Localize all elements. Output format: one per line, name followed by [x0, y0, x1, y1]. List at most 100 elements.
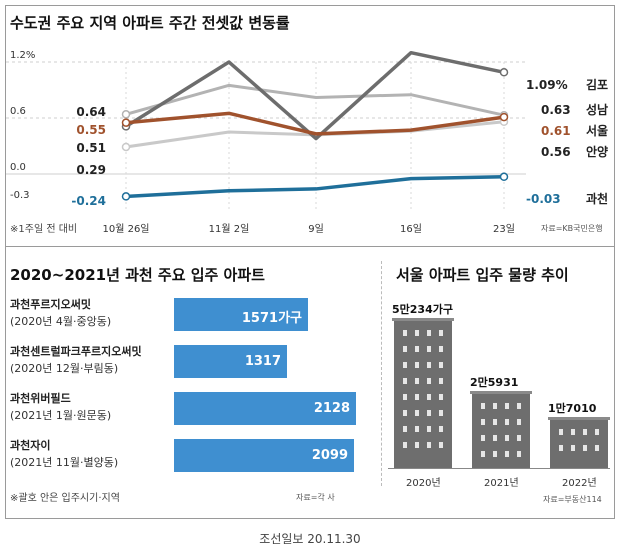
vertical-divider	[381, 261, 382, 486]
building-window	[595, 445, 599, 451]
building-window	[583, 445, 587, 451]
end-value-label: 0.63	[541, 103, 571, 117]
building-window	[571, 445, 575, 451]
start-value-label: 0.64	[76, 105, 106, 119]
series-point-안양	[121, 142, 131, 152]
building-window	[583, 429, 587, 435]
building-window	[403, 378, 407, 384]
bar-category-detail: (2020년 12월·부림동)	[10, 362, 119, 375]
building-window	[403, 362, 407, 368]
building-window	[439, 394, 443, 400]
building-bar	[470, 391, 532, 468]
building-window	[439, 442, 443, 448]
building-window	[481, 435, 485, 441]
bar	[174, 345, 287, 378]
series-name-label: 안양	[586, 144, 608, 159]
bar-category-detail: (2021년 11월·별양동)	[10, 456, 119, 469]
building-window	[493, 419, 497, 425]
series-line-성남	[125, 83, 505, 117]
series-name-label: 김포	[586, 77, 608, 92]
building-roof	[392, 318, 454, 321]
building-window	[403, 394, 407, 400]
building-window	[427, 426, 431, 432]
building-window	[505, 419, 509, 425]
series-line-김포	[125, 50, 505, 141]
start-value-label: 0.55	[76, 123, 106, 137]
bar	[174, 392, 356, 425]
building-window	[439, 330, 443, 336]
building-window	[415, 378, 419, 384]
building-window	[595, 429, 599, 435]
building-window	[493, 435, 497, 441]
building-window	[481, 403, 485, 409]
series-point-서울	[121, 118, 131, 127]
building-year-label: 2020년	[406, 478, 441, 489]
building-window	[559, 429, 563, 435]
building-window	[517, 419, 521, 425]
series-name-label: 과천	[586, 191, 608, 206]
series-name-label: 서울	[586, 123, 608, 138]
building-window	[481, 451, 485, 457]
building-window	[415, 362, 419, 368]
building-window	[427, 346, 431, 352]
series-point-서울	[499, 112, 509, 122]
series-point-김포	[499, 68, 509, 77]
building-window	[403, 346, 407, 352]
building-window	[403, 442, 407, 448]
line-chart-footnote: ※1주일 전 대비	[10, 224, 78, 235]
bar	[174, 298, 308, 331]
caption: 조선일보 20.11.30	[259, 532, 361, 546]
building-window	[439, 378, 443, 384]
building-window	[439, 426, 443, 432]
building-window	[559, 445, 563, 451]
building-chart-title: 서울 아파트 입주 물량 추이	[396, 266, 569, 284]
building-window	[517, 403, 521, 409]
bar-value-label: 2128	[313, 401, 350, 416]
series-line-서울	[125, 111, 505, 136]
series-name-label: 성남	[586, 102, 608, 117]
building-value-label: 2만5931	[470, 376, 519, 389]
building-window	[439, 362, 443, 368]
bar-category-detail: (2021년 1월·원문동)	[10, 409, 112, 422]
bar	[174, 439, 354, 472]
building-window	[415, 330, 419, 336]
end-value-label: 0.61	[541, 124, 571, 138]
building-window	[427, 410, 431, 416]
x-tick-label: 16일	[400, 223, 422, 235]
building-window	[427, 442, 431, 448]
bar-category-name: 과천푸르지오써밋	[10, 298, 91, 311]
building-year-label: 2021년	[484, 478, 519, 489]
start-value-label: 0.51	[76, 141, 106, 155]
building-window	[481, 419, 485, 425]
building-window	[505, 435, 509, 441]
y-tick-label: 1.2%	[10, 50, 35, 61]
bar-chart-footnote: ※괄호 안은 입주시기·지역	[10, 493, 120, 504]
building-window	[571, 429, 575, 435]
bar-category-name: 과천센트럴파크푸르지오써밋	[10, 345, 142, 358]
building-roof	[548, 417, 610, 420]
bar-chart-source: 자료=각 사	[296, 493, 335, 502]
building-window	[427, 394, 431, 400]
bar-chart-title: 2020~2021년 과천 주요 입주 아파트	[10, 266, 265, 284]
building-chart-source: 자료=부동산114	[543, 495, 602, 504]
building-window	[493, 403, 497, 409]
building-window	[505, 451, 509, 457]
building-window	[439, 410, 443, 416]
building-window	[517, 435, 521, 441]
x-tick-label: 9일	[308, 223, 324, 235]
building-window	[427, 362, 431, 368]
building-value-label: 1만7010	[548, 402, 597, 415]
bar-value-label: 1317	[244, 354, 281, 369]
bar-category-name: 과천위버필드	[10, 392, 71, 405]
building-window	[415, 426, 419, 432]
building-window	[439, 346, 443, 352]
building-value-label: 5만234가구	[392, 303, 453, 316]
series-point-과천	[121, 192, 131, 201]
x-tick-label: 10월 26일	[102, 223, 149, 235]
building-bar	[392, 318, 454, 468]
series-point-성남	[121, 110, 131, 119]
bar-category-name: 과천자이	[10, 439, 51, 452]
series-line-과천	[125, 175, 505, 199]
line-chart: 1.2% 0.6 0.0 -0.3 10월 26일 11월 2일 9일 16일 23일 0.64 0…	[6, 50, 608, 235]
building-baseline	[388, 468, 610, 469]
